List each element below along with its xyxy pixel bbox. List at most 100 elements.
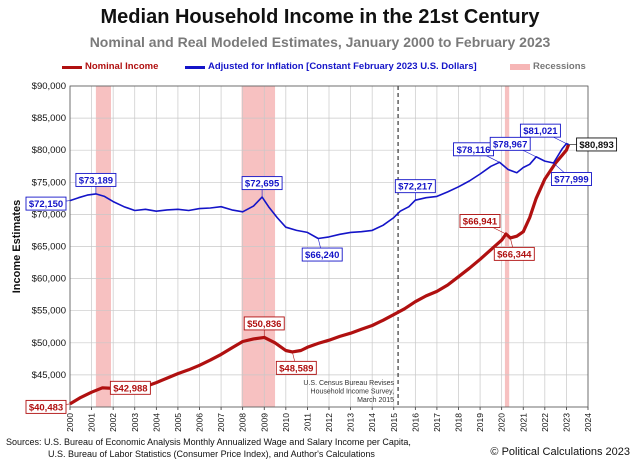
x-tick-label: 2014 <box>367 413 377 432</box>
y-tick-label: $90,000 <box>32 81 66 92</box>
series-lines <box>69 142 571 406</box>
y-axis-label: Income Estimates <box>11 200 23 294</box>
plot-frame <box>69 85 589 408</box>
y-tick-label: $70,000 <box>32 209 66 220</box>
callout-box <box>109 380 151 395</box>
real-income-line <box>69 142 569 240</box>
x-tick-label: 2021 <box>518 413 528 432</box>
callout-label: $81,021 <box>523 126 558 137</box>
callout-label: $40,483 <box>29 402 63 413</box>
chart-subtitle: Nominal and Real Modeled Estimates, Janu… <box>89 34 551 50</box>
y-tick-label: $85,000 <box>32 113 66 124</box>
callout-box <box>489 136 531 151</box>
callout-label: $77,999 <box>554 175 588 186</box>
x-tick-label: 2011 <box>302 413 312 432</box>
legend: Nominal Income Adjusted for Inflation [C… <box>0 60 640 78</box>
callout-box <box>275 360 317 375</box>
x-tick-label: 2022 <box>540 413 550 432</box>
sources-line-1: Sources: U.S. Bureau of Economic Analysi… <box>6 437 411 447</box>
callout-label: $50,836 <box>247 319 281 330</box>
survey-revision-note: March 2015 <box>357 397 394 404</box>
callout-label: $72,150 <box>29 199 63 210</box>
x-tick-label: 2003 <box>130 413 140 432</box>
callout: $77,999 <box>551 162 592 186</box>
x-tick-label: 2008 <box>238 413 248 432</box>
callout: $48,589 <box>275 351 317 375</box>
x-tick-label: 2017 <box>432 413 442 432</box>
sources-line-2: U.S. Bureau of Labor Statistics (Consume… <box>48 449 375 459</box>
callout: $66,240 <box>301 238 343 262</box>
callout: $72,217 <box>394 179 436 201</box>
x-tick-label: 2006 <box>195 413 205 432</box>
legend-swatch-real <box>185 66 205 69</box>
x-tick-label: 2012 <box>324 413 334 432</box>
x-tick-label: 2013 <box>346 413 356 432</box>
callout-box <box>243 316 285 331</box>
callout: $81,021 <box>519 123 567 144</box>
x-tick-label: 2007 <box>216 413 226 432</box>
callout-box <box>301 247 343 262</box>
callout-label: $73,189 <box>79 175 113 186</box>
callout-label: $78,116 <box>457 145 491 156</box>
callout: $40,483 <box>25 399 71 414</box>
x-tick-label: 2020 <box>497 413 507 432</box>
callout-box <box>25 196 67 211</box>
callout: $73,189 <box>75 172 117 194</box>
chart-plot: U.S. Census Bureau Revises Household Inco… <box>11 81 618 432</box>
x-tick-label: 2015 <box>389 413 399 432</box>
survey-revision-note: U.S. Census Bureau Revises <box>303 380 394 387</box>
x-tick-label: 2019 <box>475 413 485 432</box>
callout: $78,116 <box>453 142 500 163</box>
x-tick-label: 2004 <box>151 413 161 432</box>
callout-label: $42,988 <box>113 383 147 394</box>
callout-box <box>493 246 535 261</box>
callout: $72,150 <box>25 196 71 211</box>
x-tick-label: 2010 <box>281 413 291 432</box>
callout-label: $66,240 <box>305 250 339 261</box>
chart-title: Median Household Income in the 21st Cent… <box>100 6 540 28</box>
x-tick-label: 2018 <box>454 413 464 432</box>
survey-revision-marker: U.S. Census Bureau Revises Household Inco… <box>303 86 399 407</box>
x-tick-label: 2002 <box>108 413 118 432</box>
callout: $66,941 <box>459 214 507 235</box>
callout-box <box>25 399 67 414</box>
y-tick-label: $45,000 <box>32 370 66 381</box>
x-tick-label: 2009 <box>259 413 269 432</box>
callout-label: $78,967 <box>493 139 527 150</box>
legend-swatch-nominal <box>62 66 82 69</box>
x-tick-label: 2023 <box>561 413 571 432</box>
callout-box <box>241 176 283 191</box>
x-tick-label: 2001 <box>87 413 97 432</box>
callout-label: $66,941 <box>463 217 498 228</box>
callout-label: $80,893 <box>579 140 613 151</box>
y-tick-label: $75,000 <box>32 177 66 188</box>
y-tick-label: $50,000 <box>32 338 66 349</box>
y-tick-label: $55,000 <box>32 306 66 317</box>
x-tick-label: 2005 <box>173 413 183 432</box>
callout-box <box>519 123 561 138</box>
x-tick-label: 2000 <box>65 413 75 432</box>
sources-note: Sources: U.S. Bureau of Economic Analysi… <box>6 436 411 460</box>
nominal-income-line <box>69 143 571 406</box>
data-callouts: $40,483 $42,988 $50,836 $48,589 $66,941 $66,3… <box>25 123 618 414</box>
callout-box <box>551 172 592 186</box>
callout-label: $48,589 <box>279 363 313 374</box>
callout-box <box>75 172 117 187</box>
callout: $50,836 <box>243 316 285 338</box>
callout-label: $72,217 <box>398 182 432 193</box>
callout: $42,988 <box>102 380 151 395</box>
x-tick-label: 2024 <box>583 413 593 432</box>
callout: $72,695 <box>241 176 283 198</box>
legend-label-nominal: Nominal Income <box>85 61 159 72</box>
y-tick-label: $65,000 <box>32 242 66 253</box>
callout: $78,967 <box>489 136 537 158</box>
copyright: © Political Calculations 2023 <box>490 446 630 458</box>
legend-label-recessions: Recessions <box>533 61 586 72</box>
callout-label: $66,344 <box>497 249 532 260</box>
callout-box <box>394 179 436 194</box>
x-tick-label: 2016 <box>410 413 420 432</box>
grid-lines <box>69 85 589 408</box>
legend-label-real: Adjusted for Inflation [Constant Februar… <box>208 61 477 72</box>
callout-box <box>576 137 618 152</box>
y-tick-label: $60,000 <box>32 274 66 285</box>
